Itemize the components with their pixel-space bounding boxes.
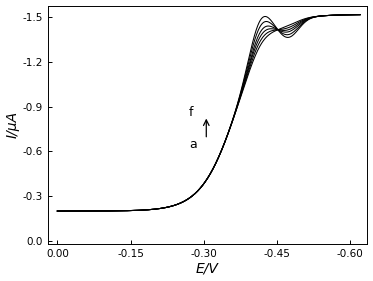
Text: f: f [189, 106, 194, 119]
Y-axis label: I/μA: I/μA [6, 111, 19, 138]
Text: a: a [189, 137, 197, 151]
X-axis label: E/V: E/V [196, 261, 219, 275]
